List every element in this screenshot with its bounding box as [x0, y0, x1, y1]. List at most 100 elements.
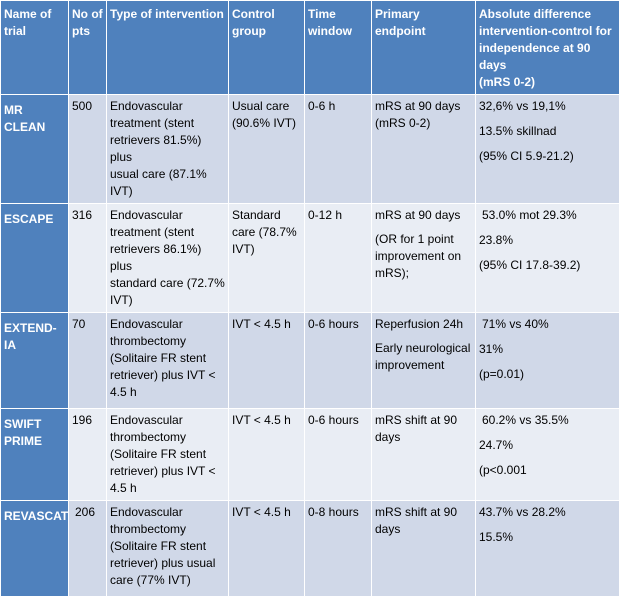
intervention-text: retriever) plus IVT <	[110, 463, 225, 480]
difference-text: 15.5%	[479, 529, 616, 546]
endpoint-text: Reperfusion 24h	[375, 316, 472, 333]
difference-cell: 60.2% vs 35.5% 24.7% (p<0.001	[476, 409, 619, 501]
intervention-text: 4.5 h	[110, 480, 225, 497]
header-text: Primary endpoint	[375, 6, 472, 40]
pts-value: 206	[72, 504, 103, 521]
difference-text: 31%	[479, 341, 616, 358]
header-absolute-difference: Absolute difference intervention-control…	[476, 1, 619, 95]
intervention-text: treatment (stent	[110, 115, 225, 132]
endpoint-text: improvement on	[375, 248, 472, 265]
endpoint-text: days	[375, 429, 472, 446]
difference-text: (p<0.001	[479, 462, 616, 479]
control-text: IVT < 4.5 h	[232, 412, 301, 429]
intervention-text: retrievers 86.1%) plus	[110, 241, 225, 275]
pts-cell: 196	[69, 409, 107, 501]
header-text: No of	[72, 6, 103, 23]
time-text: 0-6 hours	[308, 412, 368, 429]
time-text: 0-8 hours	[308, 504, 368, 521]
header-text: group	[232, 23, 301, 40]
control-text: Usual care	[232, 98, 301, 115]
difference-text: 43.7% vs 28.2%	[479, 504, 616, 521]
difference-cell: 32,6% vs 19,1% 13.5% skillnad (95% CI 5.…	[476, 95, 619, 204]
control-text: IVT)	[232, 241, 301, 258]
intervention-text: Endovascular	[110, 98, 225, 115]
trial-name: SWIFT	[4, 416, 65, 433]
control-cell: IVT < 4.5 h	[229, 501, 305, 597]
control-text: (90.6% IVT)	[232, 115, 301, 132]
intervention-text: thrombectomy	[110, 333, 225, 350]
intervention-text: 4.5 h	[110, 384, 225, 401]
difference-cell: 71% vs 40% 31% (p=0.01)	[476, 313, 619, 409]
intervention-text: Endovascular	[110, 504, 225, 521]
intervention-text: IVT)	[110, 292, 225, 309]
intervention-text: (Solitaire FR stent	[110, 446, 225, 463]
intervention-text: retrievers 81.5%) plus	[110, 132, 225, 166]
pts-value: 500	[72, 98, 103, 115]
header-text: independence at 90 days	[479, 40, 616, 74]
difference-text: 24.7%	[479, 437, 616, 454]
table-row-swift-prime: SWIFT PRIME 196 Endovascular thrombectom…	[1, 409, 619, 501]
endpoint-text: (OR for 1 point	[375, 231, 472, 248]
intervention-text: thrombectomy	[110, 429, 225, 446]
control-text: care (78.7%	[232, 224, 301, 241]
time-text: 0-6 h	[308, 98, 368, 115]
header-row: Name of trial No of pts Type of interven…	[1, 1, 619, 95]
pts-value: 316	[72, 207, 103, 224]
pts-cell: 206	[69, 501, 107, 597]
control-cell: IVT < 4.5 h	[229, 313, 305, 409]
endpoint-text: (mRS 0-2)	[375, 115, 472, 132]
trial-name: MR CLEAN	[4, 102, 65, 136]
header-name-of-trial: Name of trial	[1, 1, 69, 95]
pts-cell: 500	[69, 95, 107, 204]
header-text: Time	[308, 6, 368, 23]
intervention-text: retriever) plus IVT <	[110, 367, 225, 384]
difference-text: 23.8%	[479, 232, 616, 249]
time-cell: 0-6 hours	[305, 313, 372, 409]
time-cell: 0-6 hours	[305, 409, 372, 501]
difference-text: 53.0% mot 29.3%	[479, 207, 616, 224]
difference-text: (p=0.01)	[479, 366, 616, 383]
table-row-revascat: REVASCAT 206 Endovascular thrombectomy (…	[1, 501, 619, 597]
time-text: 0-12 h	[308, 207, 368, 224]
trial-name-cell: REVASCAT	[1, 501, 69, 597]
control-text: Standard	[232, 207, 301, 224]
header-text: Name of	[4, 6, 65, 23]
trial-name: EXTEND-IA	[4, 320, 65, 354]
header-control-group: Control group	[229, 1, 305, 95]
pts-value: 70	[72, 316, 103, 333]
intervention-text: Endovascular	[110, 316, 225, 333]
trial-name-cell: ESCAPE	[1, 204, 69, 313]
intervention-text: (Solitaire FR stent	[110, 350, 225, 367]
header-text: window	[308, 23, 368, 40]
endpoint-text: improvement	[375, 357, 472, 374]
intervention-cell: Endovascular thrombectomy (Solitaire FR …	[107, 409, 229, 501]
intervention-text: standard care (72.7%	[110, 275, 225, 292]
header-type-of-intervention: Type of intervention	[107, 1, 229, 95]
difference-text: (95% CI 17.8-39.2)	[479, 257, 616, 274]
difference-cell: 43.7% vs 28.2% 15.5%	[476, 501, 619, 597]
endpoint-text: mRS shift at 90	[375, 504, 472, 521]
intervention-text: Endovascular	[110, 207, 225, 224]
header-primary-endpoint: Primary endpoint	[372, 1, 476, 95]
header-text: pts	[72, 23, 103, 40]
header-text: intervention-control for	[479, 23, 616, 40]
control-text: IVT < 4.5 h	[232, 504, 301, 521]
pts-cell: 70	[69, 313, 107, 409]
trial-name: REVASCAT	[4, 508, 65, 525]
trial-name-cell: SWIFT PRIME	[1, 409, 69, 501]
intervention-cell: Endovascular treatment (stent retrievers…	[107, 95, 229, 204]
difference-text: 60.2% vs 35.5%	[479, 412, 616, 429]
trial-name: PRIME	[4, 433, 65, 450]
header-time-window: Time window	[305, 1, 372, 95]
endpoint-cell: mRS shift at 90 days	[372, 409, 476, 501]
intervention-text: (Solitaire FR stent	[110, 538, 225, 555]
table-row-extend-ia: EXTEND-IA 70 Endovascular thrombectomy (…	[1, 313, 619, 409]
pts-value: 196	[72, 412, 103, 429]
time-cell: 0-8 hours	[305, 501, 372, 597]
trial-name-cell: MR CLEAN	[1, 95, 69, 204]
endpoint-cell: mRS at 90 days (OR for 1 point improveme…	[372, 204, 476, 313]
trial-name: ESCAPE	[4, 211, 65, 228]
intervention-text: Endovascular	[110, 412, 225, 429]
trial-name-cell: EXTEND-IA	[1, 313, 69, 409]
